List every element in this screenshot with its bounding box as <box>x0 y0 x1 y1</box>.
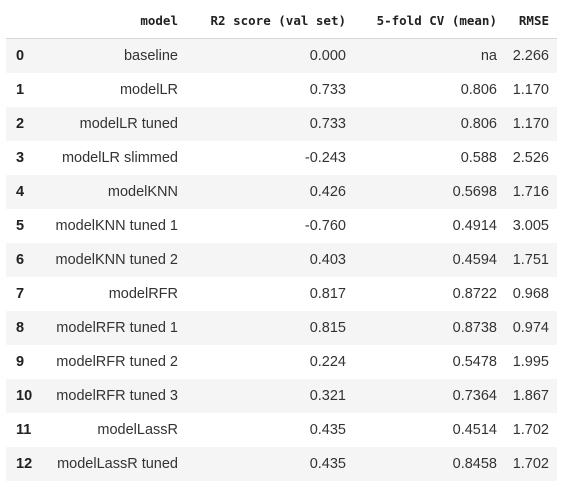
header-cv-mean: 5-fold CV (mean) <box>354 2 505 39</box>
cell-cv: 0.588 <box>460 150 497 166</box>
row-index: 10 <box>16 388 33 404</box>
cell-r2: 0.733 <box>309 116 346 132</box>
table-row: 7 modelRFR 0.817 0.8722 0.968 <box>6 277 557 311</box>
table-header: model R2 score (val set) 5-fold CV (mean… <box>6 2 557 39</box>
header-r2-score: R2 score (val set) <box>186 2 354 39</box>
cell-r2: 0.321 <box>309 388 346 404</box>
results-table: model R2 score (val set) 5-fold CV (mean… <box>6 2 557 481</box>
row-index: 6 <box>16 252 25 268</box>
table-row: 10 modelRFR tuned 3 0.321 0.7364 1.867 <box>6 379 557 413</box>
cell-rmse: 1.867 <box>512 388 549 404</box>
table-body: 0 baseline 0.000 na 2.266 1 modelLR 0.73… <box>6 38 557 481</box>
cell-r2: -0.760 <box>304 218 346 234</box>
table-row: 12 modelLassR tuned 0.435 0.8458 1.702 <box>6 447 557 481</box>
dataframe-output: model R2 score (val set) 5-fold CV (mean… <box>6 2 557 481</box>
cell-cv: 0.7364 <box>452 388 497 404</box>
cell-model: modelKNN <box>107 184 178 200</box>
row-index: 5 <box>16 218 25 234</box>
table-row: 2 modelLR tuned 0.733 0.806 1.170 <box>6 107 557 141</box>
cell-rmse: 3.005 <box>512 218 549 234</box>
cell-cv: 0.5478 <box>452 354 497 370</box>
cell-rmse: 1.702 <box>512 456 549 472</box>
row-index: 2 <box>16 116 25 132</box>
table-row: 1 modelLR 0.733 0.806 1.170 <box>6 73 557 107</box>
cell-rmse: 0.974 <box>512 320 549 336</box>
table-row: 5 modelKNN tuned 1 -0.760 0.4914 3.005 <box>6 209 557 243</box>
cell-model: modelRFR tuned 3 <box>56 388 178 404</box>
table-row: 11 modelLassR 0.435 0.4514 1.702 <box>6 413 557 447</box>
cell-r2: 0.426 <box>309 184 346 200</box>
cell-model: modelLR tuned <box>79 116 178 132</box>
row-index: 0 <box>16 48 25 64</box>
cell-model: modelLassR tuned <box>57 456 178 472</box>
cell-cv: 0.8738 <box>452 320 497 336</box>
cell-cv: 0.806 <box>460 116 497 132</box>
cell-r2: -0.243 <box>304 150 346 166</box>
cell-r2: 0.435 <box>309 422 346 438</box>
table-row: 0 baseline 0.000 na 2.266 <box>6 38 557 73</box>
cell-r2: 0.000 <box>309 48 346 64</box>
row-index: 3 <box>16 150 25 166</box>
cell-rmse: 1.995 <box>512 354 549 370</box>
cell-cv: 0.4514 <box>452 422 497 438</box>
cell-r2: 0.817 <box>309 286 346 302</box>
cell-cv: 0.4594 <box>452 252 497 268</box>
table-row: 6 modelKNN tuned 2 0.403 0.4594 1.751 <box>6 243 557 277</box>
cell-model: modelRFR <box>108 286 178 302</box>
row-index: 1 <box>16 82 25 98</box>
table-row: 9 modelRFR tuned 2 0.224 0.5478 1.995 <box>6 345 557 379</box>
cell-rmse: 1.170 <box>512 82 549 98</box>
cell-model: baseline <box>123 48 178 64</box>
cell-rmse: 2.526 <box>512 150 549 166</box>
cell-r2: 0.435 <box>309 456 346 472</box>
cell-cv: 0.5698 <box>452 184 497 200</box>
row-index: 12 <box>16 456 33 472</box>
cell-rmse: 1.170 <box>512 116 549 132</box>
header-index <box>6 2 44 39</box>
table-row: 3 modelLR slimmed -0.243 0.588 2.526 <box>6 141 557 175</box>
cell-rmse: 0.968 <box>512 286 549 302</box>
cell-model: modelLassR <box>97 422 178 438</box>
cell-rmse: 2.266 <box>512 48 549 64</box>
table-row: 4 modelKNN 0.426 0.5698 1.716 <box>6 175 557 209</box>
row-index: 11 <box>16 422 32 438</box>
cell-cv: na <box>480 48 497 64</box>
cell-rmse: 1.751 <box>512 252 549 268</box>
cell-rmse: 1.702 <box>512 422 549 438</box>
cell-rmse: 1.716 <box>512 184 549 200</box>
cell-cv: 0.806 <box>460 82 497 98</box>
cell-cv: 0.8458 <box>452 456 497 472</box>
row-index: 4 <box>16 184 25 200</box>
row-index: 7 <box>16 286 25 302</box>
cell-model: modelKNN tuned 2 <box>55 252 178 268</box>
cell-cv: 0.8722 <box>452 286 497 302</box>
cell-model: modelLR slimmed <box>61 150 178 166</box>
header-rmse: RMSE <box>505 2 557 39</box>
cell-r2: 0.224 <box>309 354 346 370</box>
row-index: 9 <box>16 354 25 370</box>
row-index: 8 <box>16 320 25 336</box>
cell-cv: 0.4914 <box>452 218 497 234</box>
cell-r2: 0.403 <box>309 252 346 268</box>
table-row: 8 modelRFR tuned 1 0.815 0.8738 0.974 <box>6 311 557 345</box>
header-row: model R2 score (val set) 5-fold CV (mean… <box>6 2 557 39</box>
cell-r2: 0.815 <box>309 320 346 336</box>
header-model: model <box>44 2 186 39</box>
cell-model: modelLR <box>119 82 178 98</box>
cell-model: modelRFR tuned 2 <box>56 354 178 370</box>
cell-r2: 0.733 <box>309 82 346 98</box>
cell-model: modelKNN tuned 1 <box>55 218 178 234</box>
cell-model: modelRFR tuned 1 <box>56 320 178 336</box>
